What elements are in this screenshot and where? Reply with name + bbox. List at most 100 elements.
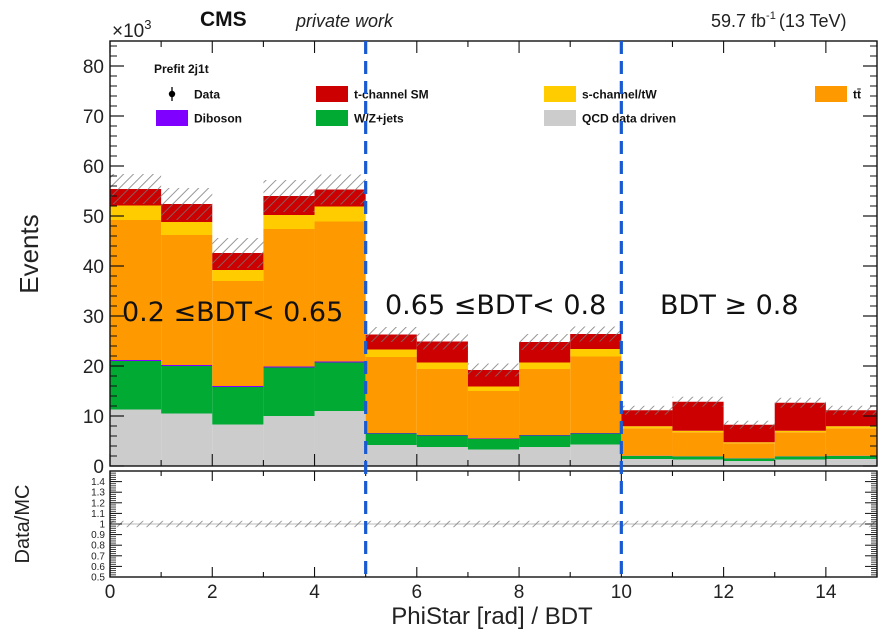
- bar-tt--bin-7: [467, 391, 520, 439]
- bar-qcd-data-driven-bin-11: [672, 459, 724, 466]
- bar-t-channel-sm-bin-12: [723, 424, 775, 443]
- main-plot-frame: [109, 40, 878, 467]
- bar-s-channel-tw-bin-1: [161, 222, 213, 235]
- legend-label-1: t-channel SM: [354, 88, 429, 102]
- legend-label-3: tt̄: [853, 88, 861, 102]
- ratio-y-tick-label: 1.1: [91, 509, 105, 520]
- cms-label: CMS: [200, 8, 247, 31]
- region-label-3: BDT ≥ 0.8: [660, 290, 799, 321]
- bar-qcd-data-driven-bin-3: [263, 416, 315, 466]
- legend-label-0: Data: [194, 88, 220, 102]
- y-tick-label: 50: [83, 207, 104, 228]
- legend-label-4: Diboson: [194, 112, 242, 126]
- main-axes: 0 10 20 30 40 50 60 70 80: [83, 41, 878, 478]
- bar-tt--bin-13: [774, 432, 826, 457]
- ratio-y-tick-label: 0.8: [91, 541, 105, 552]
- bar-w-z-jets-bin-2: [212, 387, 264, 425]
- x-tick-label: 10: [611, 582, 632, 603]
- legend-label-5: W/Z+jets: [354, 112, 404, 126]
- bar-qcd-data-driven-bin-1: [161, 413, 213, 466]
- legend-label-2: s-channel/tW: [582, 88, 657, 102]
- ratio-uncertainty-band: [110, 520, 877, 528]
- bar-tt--bin-4: [314, 221, 366, 362]
- bar-s-channel-tw-bin-8: [519, 362, 571, 369]
- region-label-1: 0.2 ≤BDT< 0.65: [122, 297, 343, 328]
- bar-s-channel-tw-bin-3: [263, 215, 315, 229]
- uncertainty-band: [110, 174, 877, 429]
- bar-diboson-bin-5: [365, 433, 417, 434]
- uncertainty-bin-14: [825, 405, 877, 415]
- ratio-y-tick-label: 1.3: [91, 488, 105, 499]
- bar-w-z-jets-bin-13: [774, 456, 826, 460]
- bar-diboson-bin-8: [519, 435, 571, 436]
- y-tick-label: 70: [83, 107, 104, 128]
- uncertainty-bin-2: [212, 238, 264, 268]
- bar-diboson-bin-3: [263, 366, 315, 368]
- bar-w-z-jets-bin-7: [467, 439, 520, 450]
- bar-qcd-data-driven-bin-10: [621, 459, 673, 466]
- bar-tt--bin-8: [519, 369, 571, 435]
- bar-w-z-jets-bin-9: [570, 433, 622, 445]
- bar-s-channel-tw-bin-7: [467, 386, 520, 391]
- bar-tt--bin-9: [570, 356, 622, 433]
- x-tick-label: 14: [815, 582, 837, 603]
- bar-qcd-data-driven-bin-7: [467, 449, 520, 466]
- uncertainty-bin-11: [672, 396, 724, 407]
- legend-swatch-2: [544, 86, 576, 102]
- y-exponent: ×103: [112, 17, 151, 42]
- bar-w-z-jets-bin-14: [825, 456, 877, 459]
- uncertainty-bin-8: [519, 334, 571, 350]
- y-tick-label: 30: [83, 307, 104, 328]
- bar-qcd-data-driven-bin-6: [416, 447, 468, 466]
- bar-s-channel-tw-bin-0: [110, 205, 162, 220]
- bar-w-z-jets-bin-4: [314, 362, 366, 411]
- bar-w-z-jets-bin-11: [672, 456, 724, 460]
- bar-qcd-data-driven-bin-0: [110, 409, 162, 466]
- ratio-band: [110, 520, 877, 528]
- svg-text:×103: ×103: [112, 17, 151, 42]
- bar-s-channel-tw-bin-9: [570, 349, 622, 357]
- bar-s-channel-tw-bin-6: [416, 362, 468, 369]
- uncertainty-bin-3: [263, 180, 315, 212]
- ratio-y-tick-label: 0.6: [91, 562, 105, 573]
- ratio-y-tick-label: 1: [99, 520, 105, 531]
- bar-diboson-bin-6: [416, 435, 468, 436]
- uncertainty-bin-13: [774, 397, 826, 408]
- region-label-2: 0.65 ≤BDT< 0.8: [385, 290, 606, 321]
- bar-qcd-data-driven-bin-13: [774, 459, 826, 466]
- bar-diboson-bin-1: [161, 365, 213, 366]
- bar-s-channel-tw-bin-2: [212, 270, 264, 281]
- uncertainty-bin-6: [416, 333, 468, 350]
- bar-qcd-data-driven-bin-8: [519, 447, 571, 466]
- ratio-axis-title: Data/MC: [12, 485, 34, 564]
- x-tick-label: 12: [713, 582, 734, 603]
- bar-qcd-data-driven-bin-14: [825, 459, 877, 466]
- bar-diboson-bin-4: [314, 361, 366, 363]
- uncertainty-bin-5: [365, 327, 417, 342]
- bar-diboson-bin-7: [467, 438, 520, 439]
- bar-tt--bin-10: [621, 428, 673, 456]
- legend-title: Prefit 2j1t: [154, 62, 209, 76]
- luminosity-label: 59.7 fb-1 (13 TeV): [711, 10, 847, 31]
- bar-w-z-jets-bin-0: [110, 361, 162, 410]
- y-tick-label: 60: [83, 157, 104, 178]
- region-separators: [364, 41, 623, 577]
- x-tick-label: 8: [514, 582, 525, 603]
- bar-qcd-data-driven-bin-9: [570, 444, 622, 466]
- bar-w-z-jets-bin-10: [621, 456, 673, 459]
- bar-qcd-data-driven-bin-4: [314, 411, 366, 466]
- y-tick-label: 10: [83, 407, 104, 428]
- uncertainty-bin-12: [723, 420, 775, 429]
- bar-w-z-jets-bin-5: [365, 433, 417, 445]
- bar-w-z-jets-bin-1: [161, 366, 213, 414]
- private-work-label: private work: [295, 11, 394, 31]
- ratio-y-tick-label: 1.2: [91, 498, 105, 509]
- bar-w-z-jets-bin-8: [519, 435, 571, 447]
- x-tick-label: 2: [207, 582, 218, 603]
- bar-tt--bin-0: [110, 220, 162, 360]
- bar-tt--bin-6: [416, 369, 468, 435]
- ratio-y-tick-label: 1.4: [91, 477, 105, 488]
- y-tick-label: 40: [83, 257, 104, 278]
- uncertainty-bin-0: [110, 174, 162, 204]
- uncertainty-bin-7: [467, 363, 520, 377]
